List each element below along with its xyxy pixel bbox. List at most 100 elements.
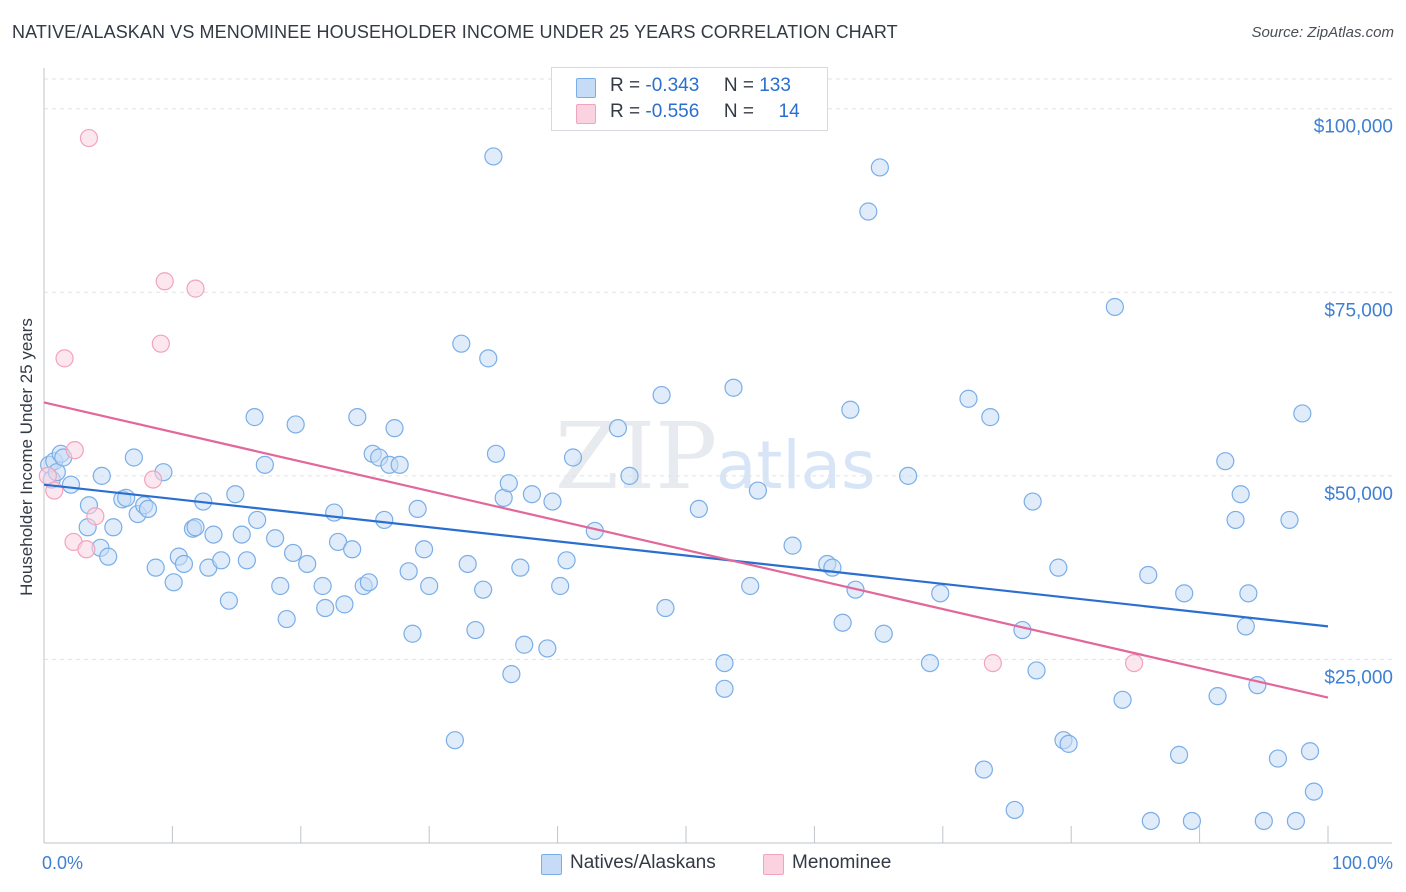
- natives-point-129: [1254, 811, 1273, 831]
- natives-point-77: [538, 639, 557, 658]
- natives-point-67: [474, 580, 493, 599]
- stats-legend: R = -0.343 N = 133 R = -0.556 N = 14: [551, 67, 828, 131]
- natives-point-103: [920, 653, 940, 673]
- menominee-points: [38, 128, 1144, 673]
- natives-point-78: [543, 492, 562, 511]
- menominee-point-4: [65, 441, 84, 460]
- natives-point-43: [313, 576, 332, 596]
- natives-point-44: [316, 598, 335, 618]
- y-tick-label-2: $75,000: [1324, 300, 1393, 321]
- natives-point-39: [277, 609, 296, 629]
- menominee-point-8: [144, 470, 163, 489]
- natives-point-133: [1293, 404, 1312, 423]
- natives-point-87: [689, 499, 708, 518]
- natives-point-8: [92, 466, 111, 485]
- natives-point-23: [174, 554, 194, 574]
- natives-point-124: [1226, 510, 1245, 530]
- source-credit: Source: ZipAtlas.com: [1251, 24, 1394, 41]
- natives-point-123: [1216, 452, 1235, 471]
- natives-point-63: [445, 731, 464, 750]
- natives-point-108: [1005, 800, 1024, 820]
- natives-point-59: [403, 624, 422, 643]
- natives-point-46: [328, 532, 348, 552]
- natives-point-45: [325, 503, 344, 522]
- natives-point-95: [823, 558, 842, 577]
- menominee-trendline: [43, 401, 1329, 699]
- natives-point-14: [117, 488, 136, 507]
- natives-point-117: [1139, 565, 1158, 585]
- natives-point-92: [748, 481, 768, 500]
- y-tick-labels: $25,000 $50,000 $75,000 $100,000: [1314, 117, 1393, 689]
- natives-point-135: [1304, 782, 1323, 801]
- natives-legend-swatch: [541, 854, 562, 875]
- y-tick-label-1: $50,000: [1324, 484, 1393, 505]
- natives-point-58: [399, 562, 418, 581]
- natives-point-34: [245, 408, 264, 427]
- natives-point-19: [146, 558, 165, 577]
- natives-point-61: [414, 540, 434, 559]
- natives-point-89: [715, 679, 734, 698]
- natives-point-104: [931, 584, 950, 603]
- natives-point-88: [715, 653, 734, 673]
- menominee-point-10: [155, 272, 174, 291]
- axes: [43, 68, 1392, 844]
- natives-point-40: [283, 543, 303, 563]
- natives-point-99: [859, 202, 878, 221]
- natives-point-81: [563, 448, 583, 467]
- natives-point-119: [1169, 745, 1189, 764]
- natives-r-label: R =: [610, 75, 641, 96]
- natives-point-132: [1286, 811, 1306, 831]
- natives-point-80: [557, 551, 576, 570]
- watermark-atlas: atlas: [716, 427, 876, 504]
- natives-point-83: [608, 419, 628, 438]
- trendlines: [43, 401, 1329, 699]
- natives-point-101: [874, 624, 893, 643]
- natives-point-122: [1208, 687, 1227, 706]
- natives-point-131: [1280, 510, 1299, 530]
- menominee-r-label: R =: [610, 101, 641, 122]
- natives-point-21: [164, 573, 183, 592]
- natives-point-109: [1013, 620, 1032, 640]
- natives-point-49: [348, 408, 367, 427]
- natives-point-68: [479, 349, 498, 368]
- natives-point-118: [1141, 811, 1160, 831]
- natives-point-111: [1027, 661, 1046, 680]
- natives-point-90: [724, 378, 743, 397]
- natives-point-56: [385, 419, 404, 438]
- natives-point-48: [343, 540, 362, 559]
- natives-point-70: [486, 444, 506, 463]
- natives-point-35: [248, 510, 267, 530]
- natives-point-29: [212, 551, 231, 570]
- gridlines: [44, 78, 1392, 660]
- menominee-point-12: [983, 653, 1002, 673]
- natives-point-33: [237, 551, 256, 570]
- menominee-legend-swatch: [763, 854, 784, 875]
- menominee-point-3: [55, 349, 74, 368]
- natives-point-51: [359, 573, 378, 592]
- menominee-point-5: [77, 540, 96, 559]
- natives-point-18: [138, 499, 158, 518]
- natives-point-15: [124, 448, 143, 467]
- menominee-r-value: -0.556: [645, 101, 700, 122]
- natives-point-106: [974, 760, 993, 779]
- natives-point-127: [1239, 584, 1258, 603]
- x-tick-label-min: 0.0%: [42, 853, 83, 873]
- natives-point-97: [841, 400, 860, 419]
- natives-legend-label: Natives/Alaskans: [570, 852, 716, 873]
- watermark: ZIP atlas: [555, 403, 876, 510]
- natives-point-42: [298, 554, 317, 574]
- natives-point-73: [502, 665, 521, 684]
- natives-point-12: [104, 518, 123, 537]
- natives-point-93: [783, 536, 802, 555]
- natives-point-37: [266, 529, 285, 548]
- menominee-point-7: [79, 128, 99, 148]
- natives-point-121: [1182, 811, 1201, 831]
- natives-point-86: [656, 598, 675, 618]
- natives-point-38: [271, 576, 290, 596]
- menominee-point-13: [1125, 653, 1144, 673]
- y-tick-label-3: $100,000: [1314, 117, 1393, 138]
- natives-point-65: [458, 554, 477, 574]
- natives-trendline: [43, 483, 1329, 628]
- natives-point-107: [981, 408, 1000, 427]
